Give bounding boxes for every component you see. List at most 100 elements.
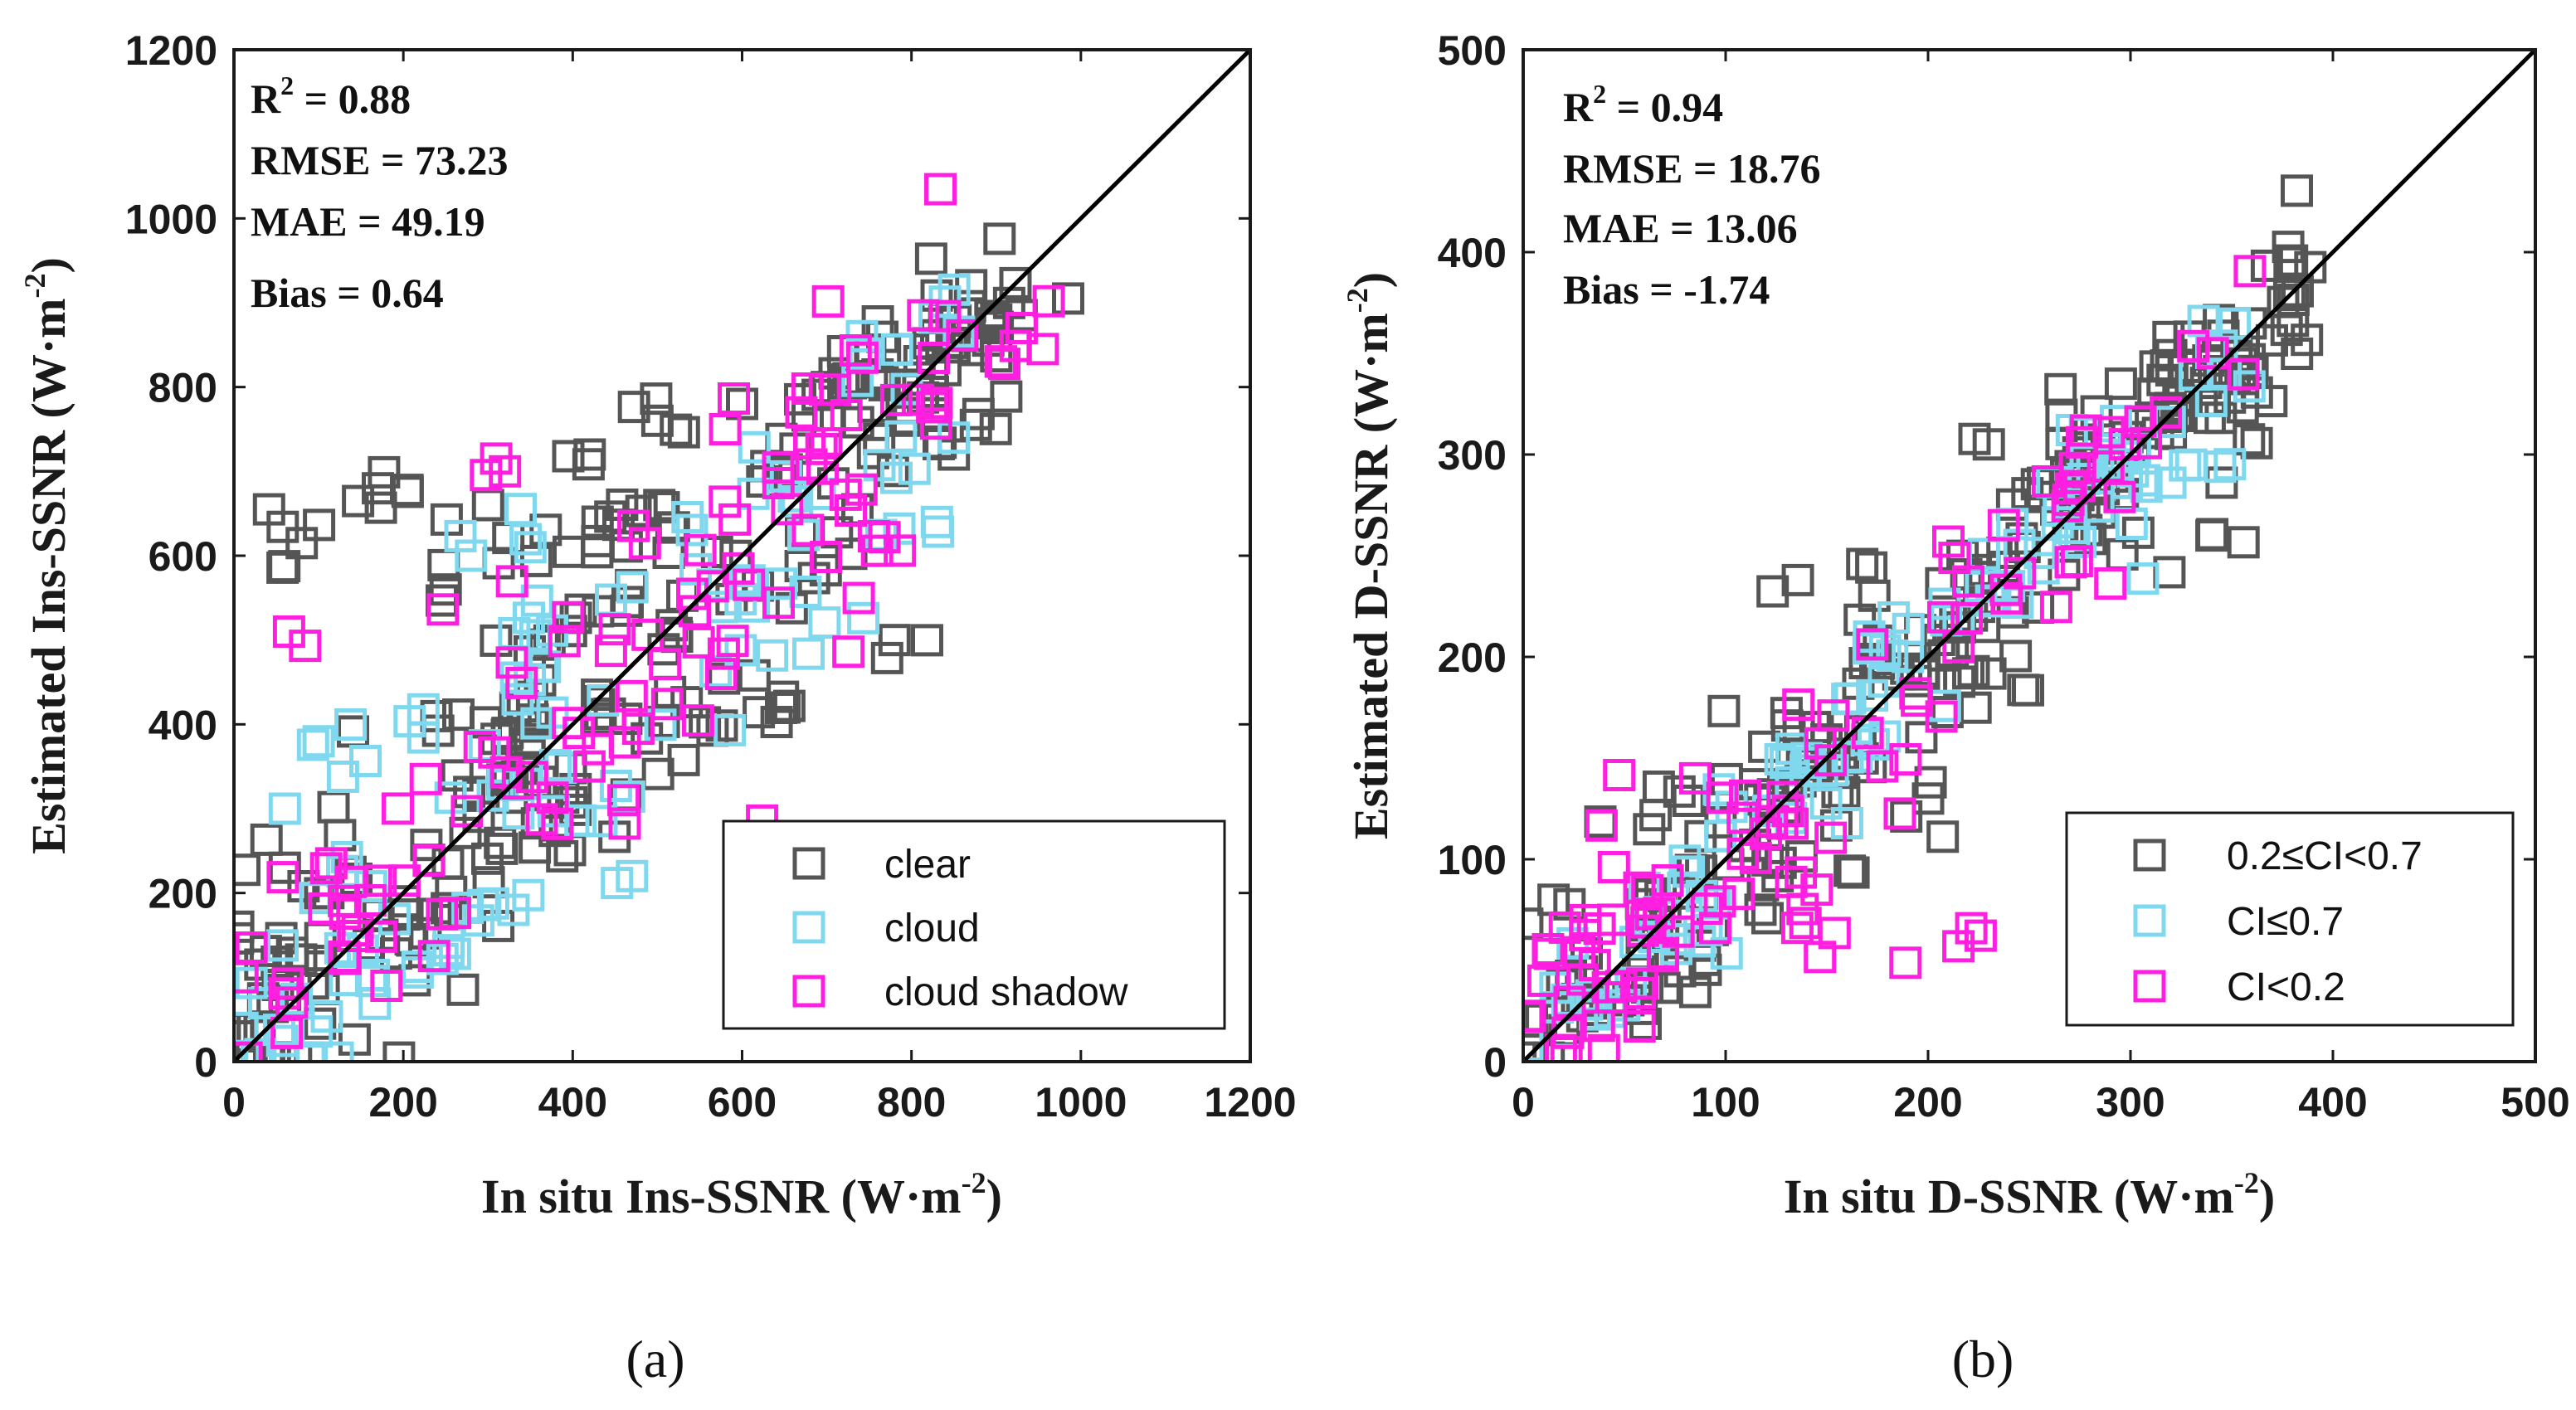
- scatter-point: [920, 387, 953, 420]
- scatter-point: [382, 1041, 416, 1062]
- scatter-point: [514, 664, 547, 697]
- scatter-point: [2227, 526, 2260, 559]
- scatter-point: [321, 1041, 354, 1062]
- scatter-point: [478, 736, 511, 769]
- scatter-point: [275, 986, 309, 1019]
- scatter-point: [696, 570, 729, 603]
- y-tick-label: 800: [149, 365, 217, 411]
- scatter-point: [1814, 744, 1848, 777]
- data-point: [2195, 519, 2228, 552]
- scatter-point: [268, 977, 301, 1010]
- scatter-point: [650, 688, 684, 721]
- scatter-point: [1623, 871, 1656, 904]
- scatter-point: [679, 595, 711, 628]
- scatter-point: [2294, 250, 2327, 284]
- scatter-point: [1550, 1036, 1583, 1062]
- x-tick-label: 400: [2298, 1079, 2367, 1126]
- y-tick-label: 1200: [125, 27, 217, 74]
- scatter-point: [546, 839, 579, 873]
- scatter-point: [1781, 563, 1814, 596]
- scatter-point: [266, 861, 299, 894]
- data-point: [370, 970, 403, 1002]
- scatter-point: [594, 634, 627, 668]
- scatter-point: [2194, 384, 2228, 417]
- data-point: [489, 455, 522, 488]
- data-point: [302, 725, 335, 758]
- stat-mae-a: MAE = 49.19: [251, 198, 485, 245]
- scatter-point: [1804, 941, 1837, 974]
- scatter-point: [842, 581, 875, 615]
- scatter-point: [470, 459, 503, 492]
- scatter-point: [364, 864, 397, 897]
- scatter-point: [382, 792, 414, 825]
- scatter-point: [810, 541, 843, 573]
- scatter-point: [1756, 575, 1790, 608]
- y-axis-title-a: Estimated Ins-SSNR (W·m-2): [18, 257, 75, 854]
- scatter-point: [880, 461, 913, 494]
- scatter-point: [504, 493, 537, 526]
- scatter-point: [2104, 367, 2137, 401]
- scatter-point: [439, 897, 472, 930]
- scatter-points-b: [1523, 174, 2327, 1062]
- scatter-point: [845, 341, 879, 374]
- scatter-point: [1726, 801, 1760, 834]
- legend-label-clear: clear: [884, 843, 971, 887]
- scatter-point: [1927, 600, 1960, 634]
- x-tick-label: 600: [708, 1079, 777, 1126]
- axis-ticks-b: 0 100 200 300 400 500 0 100 200 300 400 500: [1438, 27, 2570, 1126]
- scatter-point: [365, 920, 398, 953]
- scatter-point: [2094, 567, 2127, 600]
- scatter-point: [667, 743, 700, 776]
- scatter-point: [704, 658, 738, 691]
- legend-box-a: [722, 819, 1226, 1030]
- scatter-point: [787, 518, 820, 552]
- scatter-point: [582, 732, 615, 766]
- stat-r2-a: R2 = 0.88: [251, 70, 411, 122]
- scatter-point: [489, 756, 523, 789]
- scatter-point: [990, 380, 1023, 413]
- stat-r2-b: R2 = 0.94: [1563, 79, 1723, 130]
- scatter-point: [1914, 766, 1947, 799]
- scatter-point: [250, 823, 283, 856]
- scatter-point: [326, 761, 359, 793]
- scatter-point: [792, 637, 825, 670]
- scatter-point: [962, 397, 995, 430]
- scatter-point: [450, 795, 484, 828]
- scatter-point: [1032, 284, 1065, 318]
- data-point: [268, 792, 301, 825]
- scatter-point: [552, 440, 585, 473]
- scatter-point: [2022, 591, 2055, 624]
- scatter-point: [1566, 963, 1599, 996]
- scatter-point: [911, 624, 943, 657]
- data-point: [709, 413, 742, 445]
- scatter-point: [708, 662, 741, 695]
- y-tick-label: 1000: [125, 196, 217, 242]
- scatter-point: [784, 550, 817, 582]
- scatter-point: [2044, 372, 2077, 406]
- scatter-point: [244, 1038, 277, 1062]
- scatter-point: [1603, 759, 1636, 791]
- scatter-point: [495, 646, 528, 679]
- data-point: [1052, 282, 1084, 315]
- data-point: [234, 960, 259, 994]
- scatter-point: [2196, 337, 2229, 370]
- scatter-point: [513, 601, 545, 634]
- scatter-point: [808, 373, 841, 406]
- scatter-point: [839, 334, 872, 367]
- scatter-point: [2273, 246, 2306, 279]
- scatter-point: [2091, 450, 2125, 483]
- one-to-one-line-a: [232, 48, 1252, 1063]
- scatter-point: [1770, 709, 1804, 742]
- scatter-point: [675, 513, 709, 547]
- data-point: [1026, 333, 1059, 366]
- scatter-point: [841, 406, 874, 439]
- scatter-point: [928, 299, 962, 333]
- data-point: [1527, 964, 1560, 997]
- scatter-point: [309, 852, 343, 885]
- y-tick-label: 0: [1483, 1039, 1507, 1086]
- scatter-point: [2233, 423, 2266, 456]
- scatter-point: [1809, 787, 1843, 820]
- scatter-point: [724, 634, 757, 667]
- scatter-point: [412, 844, 446, 878]
- y-tick-label: 0: [194, 1039, 217, 1086]
